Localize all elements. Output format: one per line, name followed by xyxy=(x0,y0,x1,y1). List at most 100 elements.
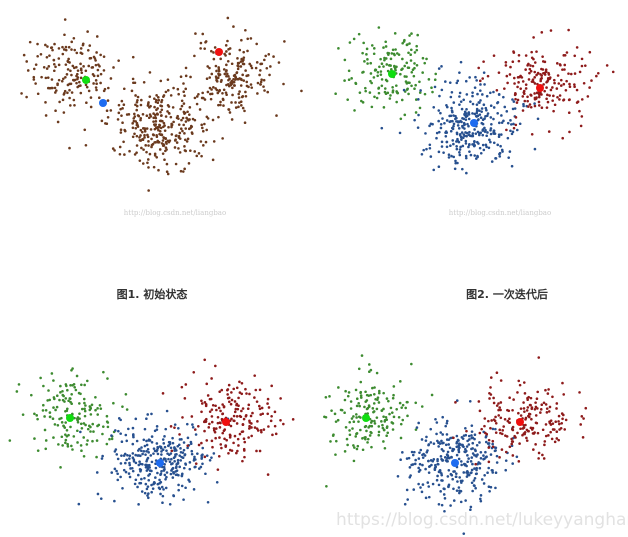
data-point xyxy=(415,44,418,48)
data-point xyxy=(155,425,159,428)
data-point xyxy=(139,134,142,137)
data-point xyxy=(440,439,443,443)
data-point xyxy=(64,433,67,436)
data-point xyxy=(452,122,456,126)
data-point xyxy=(79,430,82,434)
data-point xyxy=(78,80,81,84)
data-point xyxy=(426,449,429,452)
data-point xyxy=(206,500,210,504)
data-point xyxy=(197,443,201,447)
data-point xyxy=(410,48,413,52)
data-point xyxy=(61,45,64,49)
data-point xyxy=(212,429,216,432)
data-point xyxy=(273,410,277,414)
data-point xyxy=(205,128,209,132)
data-point xyxy=(81,43,85,47)
data-point xyxy=(167,453,171,457)
data-point xyxy=(455,445,459,449)
data-point xyxy=(555,407,558,410)
data-point xyxy=(48,415,52,419)
data-point xyxy=(221,97,225,101)
data-point xyxy=(259,428,263,432)
data-point xyxy=(120,114,123,117)
data-point xyxy=(135,123,139,127)
data-point xyxy=(68,88,71,92)
data-point xyxy=(508,150,512,153)
data-point xyxy=(68,61,71,64)
data-point xyxy=(113,149,116,152)
data-point xyxy=(377,401,381,404)
data-point xyxy=(180,118,183,122)
data-point xyxy=(145,459,148,463)
data-point xyxy=(559,84,563,87)
data-point xyxy=(363,60,366,63)
data-point xyxy=(470,424,474,427)
data-point xyxy=(424,132,427,135)
data-point xyxy=(170,133,174,136)
data-point xyxy=(483,117,486,120)
data-point xyxy=(482,71,486,74)
data-point xyxy=(483,473,486,477)
points xyxy=(8,16,615,535)
data-point xyxy=(380,409,384,412)
data-point xyxy=(573,85,576,88)
data-point xyxy=(544,434,548,438)
data-point xyxy=(65,73,69,76)
data-point xyxy=(550,437,554,441)
data-point xyxy=(547,388,550,391)
data-point xyxy=(508,445,512,449)
data-point xyxy=(79,76,83,80)
data-point xyxy=(547,130,551,133)
data-point xyxy=(466,460,469,464)
data-point xyxy=(541,55,544,58)
data-point xyxy=(210,49,213,53)
data-point xyxy=(249,64,253,68)
data-point xyxy=(69,425,72,429)
data-point xyxy=(233,400,237,403)
data-point xyxy=(333,412,337,416)
data-point xyxy=(138,460,141,463)
data-point xyxy=(188,113,191,116)
data-point xyxy=(569,72,573,76)
data-point xyxy=(21,413,25,416)
data-point xyxy=(73,78,77,82)
data-point xyxy=(409,53,412,57)
data-point xyxy=(479,116,483,120)
data-point xyxy=(529,403,532,407)
data-point xyxy=(523,432,526,436)
data-point xyxy=(119,131,123,134)
data-point xyxy=(580,115,584,118)
data-point xyxy=(448,456,451,460)
data-point xyxy=(367,394,371,397)
data-point xyxy=(378,65,381,69)
data-point xyxy=(382,65,385,68)
data-point xyxy=(259,80,263,84)
data-point xyxy=(78,412,81,415)
data-point xyxy=(406,414,409,418)
data-point xyxy=(370,424,374,428)
data-point xyxy=(182,123,185,127)
data-point xyxy=(143,127,147,130)
data-point xyxy=(210,88,213,91)
data-point xyxy=(106,377,109,380)
data-point xyxy=(553,103,557,107)
data-point xyxy=(125,408,129,411)
data-point xyxy=(352,415,355,418)
data-point xyxy=(256,420,259,423)
data-point xyxy=(50,78,54,81)
data-point xyxy=(62,77,65,81)
data-point xyxy=(437,150,441,154)
data-point xyxy=(499,408,502,412)
data-point xyxy=(481,129,485,132)
data-point xyxy=(440,479,443,482)
data-point xyxy=(258,404,261,408)
data-point xyxy=(442,487,446,490)
data-point xyxy=(343,58,347,62)
data-point xyxy=(76,69,80,72)
data-point xyxy=(435,478,439,482)
data-point xyxy=(385,434,388,438)
data-point xyxy=(210,420,214,424)
data-point xyxy=(492,90,495,94)
data-point xyxy=(517,379,521,383)
data-point xyxy=(377,91,381,95)
